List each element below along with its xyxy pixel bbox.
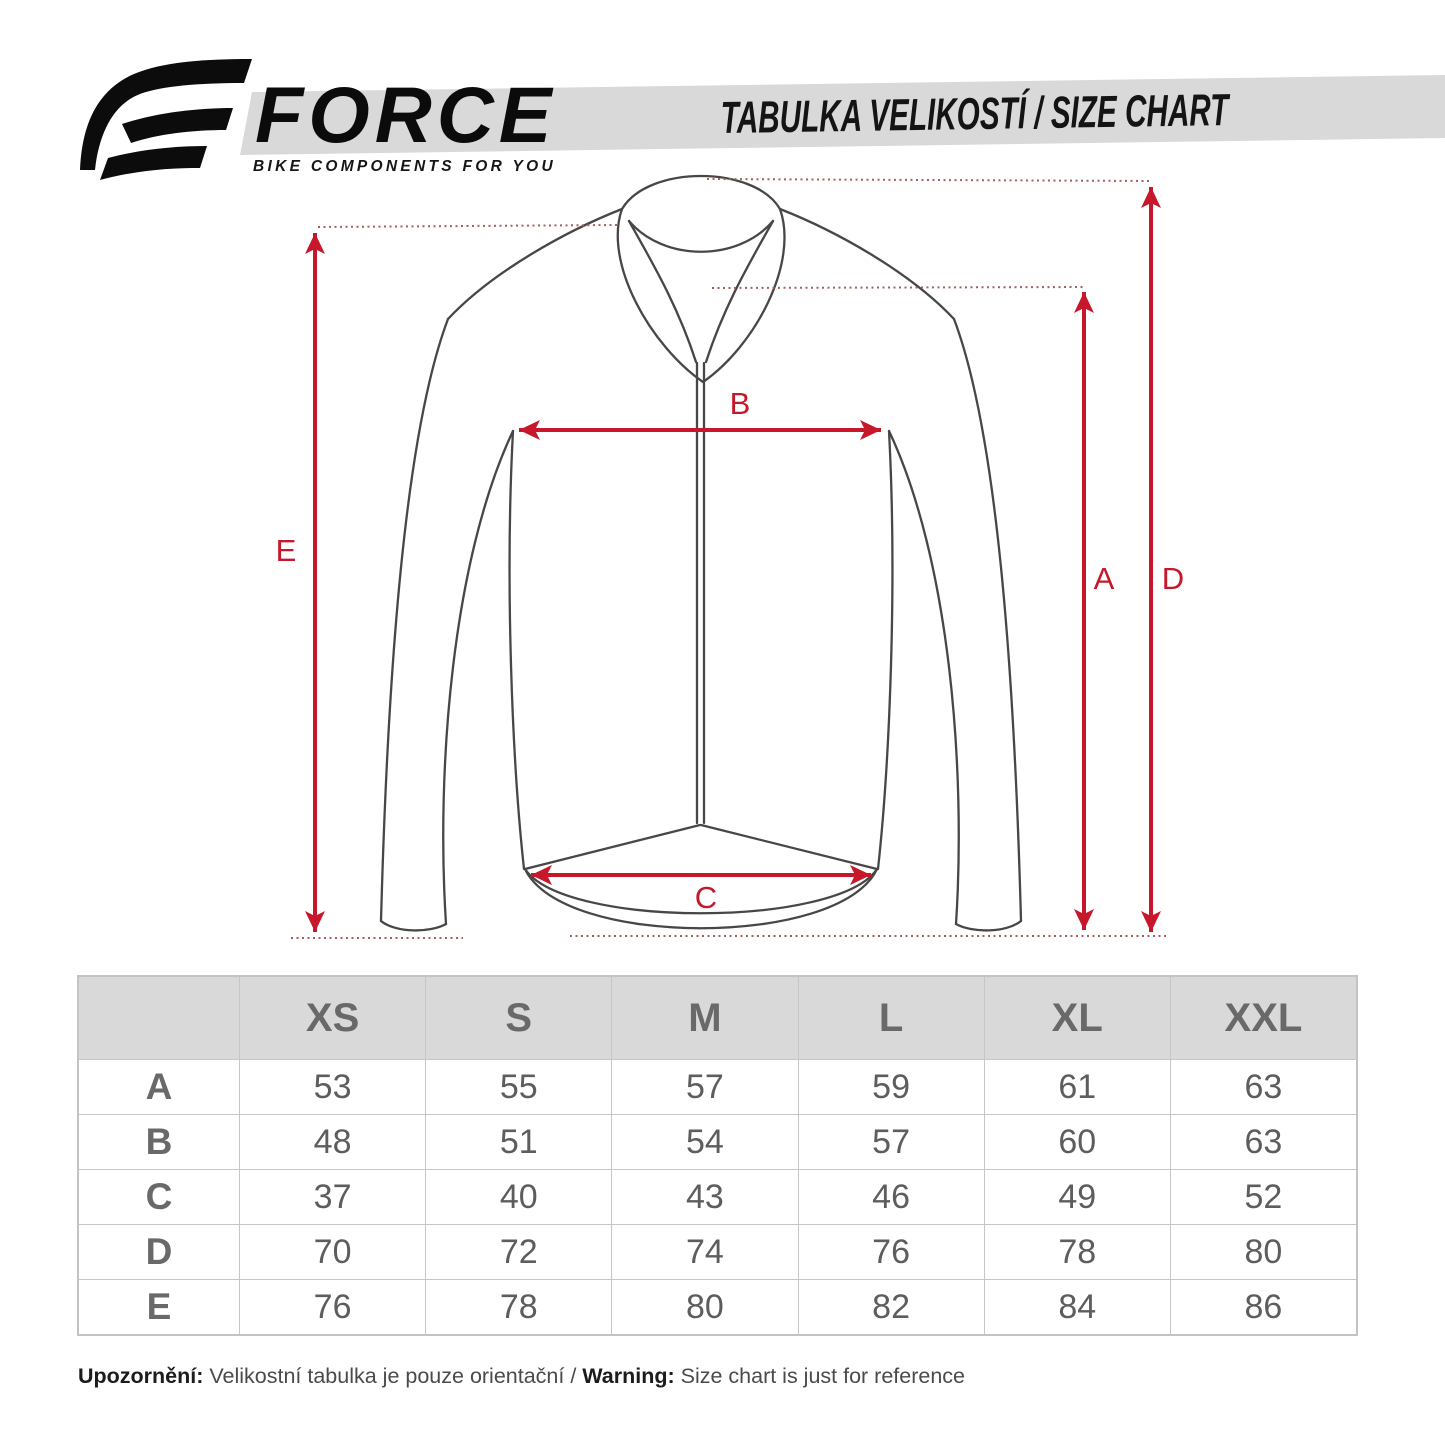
size-value-cell: 51 [425, 1114, 612, 1169]
size-value-cell: 74 [611, 1224, 798, 1279]
size-value-cell: 61 [983, 1059, 1170, 1114]
size-value-cell: 40 [425, 1169, 612, 1224]
measure-arrows [305, 187, 1161, 932]
collar-inner-line [627, 219, 775, 253]
size-value-cell: 86 [1169, 1279, 1356, 1334]
size-value-cell: 63 [1169, 1059, 1356, 1114]
title-band-shape [240, 75, 1445, 155]
note-en-text: Size chart is just for reference [674, 1364, 966, 1388]
jersey-outline [379, 174, 1023, 932]
collar-inner-left [627, 219, 698, 364]
size-column-header: S [425, 977, 612, 1059]
size-value-cell: 80 [1169, 1224, 1356, 1279]
note-cs-text: Velikostní tabulka je pouze orientační / [203, 1364, 583, 1388]
hem-outer [523, 867, 879, 930]
size-column-header: M [611, 977, 798, 1059]
size-value-cell: 55 [425, 1059, 612, 1114]
size-value-cell: 46 [797, 1169, 984, 1224]
leader-e-top [317, 224, 618, 228]
size-value-cell: 60 [983, 1114, 1170, 1169]
size-value-cell: 52 [1169, 1169, 1356, 1224]
size-value-cell: 70 [239, 1224, 426, 1279]
brand-tagline: BIKE COMPONENTS FOR YOU [253, 158, 556, 175]
reference-note: Upozornění: Velikostní tabulka je pouze … [78, 1364, 965, 1389]
measure-label-d: D [1162, 561, 1184, 596]
jersey-diagram: E B C A D [276, 174, 1184, 939]
right-side-seam [876, 429, 894, 871]
right-shoulder [778, 207, 956, 321]
size-row-label: A [79, 1059, 239, 1114]
force-logo-mark [80, 59, 252, 180]
brand-logo: FORCE BIKE COMPONENTS FOR YOU [80, 59, 557, 180]
measure-label-b: B [730, 386, 751, 421]
size-table: XS S M L XL XXL A 53 55 57 59 61 63 B 48 51 54 57 60 63 C 37 4… [77, 975, 1358, 1336]
size-value-cell: 54 [611, 1114, 798, 1169]
left-sleeve-inner [442, 429, 515, 926]
hem-inner [523, 867, 879, 915]
size-column-header: XS [239, 977, 426, 1059]
size-value-cell: 72 [425, 1224, 612, 1279]
size-value-cell: 37 [239, 1169, 426, 1224]
size-value-cell: 43 [611, 1169, 798, 1224]
size-value-cell: 59 [797, 1059, 984, 1114]
page-title: TABULKA VELIKOSTÍ / SIZE CHART [590, 84, 1228, 146]
right-cuff [954, 919, 1023, 932]
size-value-cell: 82 [797, 1279, 984, 1334]
size-column-header: XL [983, 977, 1170, 1059]
size-table-corner-cell [79, 977, 239, 1059]
size-row-label: D [79, 1224, 239, 1279]
collar-outline [616, 174, 786, 384]
front-hem-v [523, 823, 879, 871]
left-cuff [379, 919, 448, 932]
size-value-cell: 53 [239, 1059, 426, 1114]
size-value-cell: 63 [1169, 1114, 1356, 1169]
left-shoulder [446, 207, 624, 321]
size-value-cell: 78 [983, 1224, 1170, 1279]
size-column-header: XXL [1169, 977, 1356, 1059]
right-sleeve-outer [952, 317, 1023, 923]
left-sleeve-outer [379, 317, 450, 923]
size-value-cell: 57 [797, 1114, 984, 1169]
size-value-cell: 76 [797, 1224, 984, 1279]
measure-label-e: E [276, 533, 297, 568]
brand-name: FORCE [255, 70, 557, 159]
size-value-cell: 49 [983, 1169, 1170, 1224]
right-sleeve-inner [887, 429, 960, 926]
left-side-seam [508, 429, 526, 871]
size-value-cell: 80 [611, 1279, 798, 1334]
note-cs-label: Upozornění: [78, 1364, 204, 1388]
size-value-cell: 78 [425, 1279, 612, 1334]
size-row-label: E [79, 1279, 239, 1334]
leader-lines [291, 178, 1168, 939]
collar-inner-right [704, 219, 775, 364]
note-en-label: Warning: [582, 1364, 675, 1388]
size-value-cell: 76 [239, 1279, 426, 1334]
leader-a-top [711, 286, 1086, 289]
size-value-cell: 84 [983, 1279, 1170, 1334]
size-column-header: L [797, 977, 984, 1059]
size-row-label: C [79, 1169, 239, 1224]
size-value-cell: 57 [611, 1059, 798, 1114]
page-title-text: TABULKA VELIKOSTÍ / SIZE CHART [720, 84, 1229, 144]
title-band [240, 75, 1445, 155]
measure-label-c: C [695, 880, 717, 915]
size-row-label: B [79, 1114, 239, 1169]
leader-d-top [706, 178, 1153, 182]
size-value-cell: 48 [239, 1114, 426, 1169]
measure-label-a: A [1094, 561, 1115, 596]
